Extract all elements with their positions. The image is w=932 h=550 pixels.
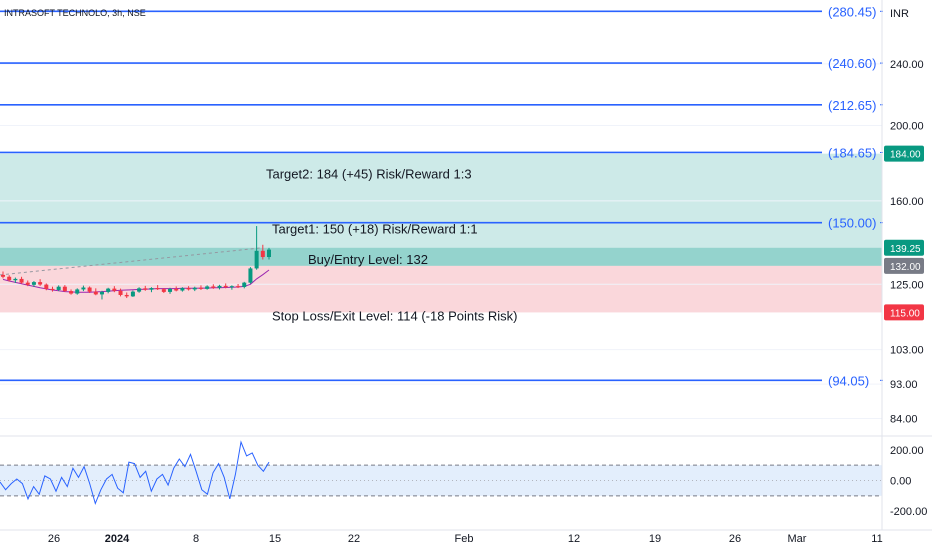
annotation-1: Target1: 150 (+18) Risk/Reward 1:1 — [272, 221, 478, 236]
candle-body-38 — [236, 286, 241, 288]
candle-body-10 — [62, 286, 67, 292]
candle-body-18 — [112, 288, 117, 291]
candle-body-3 — [19, 278, 24, 283]
annotation-0: Target2: 184 (+45) Risk/Reward 1:3 — [266, 166, 472, 181]
oscillator-tick-1: 0.00 — [890, 476, 911, 488]
level-label-4: (150.00) — [828, 216, 876, 231]
candle-body-14 — [87, 287, 92, 292]
candle-body-9 — [56, 286, 61, 290]
candle-body-28 — [174, 288, 179, 291]
price-tag-3 — [884, 304, 924, 321]
candle-body-26 — [161, 289, 166, 292]
trendline — [0, 247, 263, 276]
oscillator-layer: 200.00 0.00 -200.00 — [0, 435, 932, 518]
time-tick-3: 15 — [269, 533, 281, 545]
candle-body-34 — [211, 286, 216, 288]
candle-body-15 — [93, 291, 98, 295]
price-tag-label-2: 132.00 — [890, 262, 921, 273]
candle-body-30 — [186, 288, 191, 290]
price-tag-label-3: 115.00 — [890, 308, 920, 319]
candle-body-41 — [254, 250, 259, 269]
level-label-1: (240.60) — [828, 56, 876, 71]
candle-body-32 — [198, 287, 203, 289]
price-tag-2 — [884, 257, 924, 274]
candle-body-22 — [137, 288, 142, 292]
candle-body-24 — [149, 288, 154, 290]
time-tick-2: 8 — [193, 533, 199, 545]
levels-layer: (280.45) (240.60) (212.65) (184.65) (150.00)… — [0, 4, 883, 388]
candle-body-23 — [143, 288, 148, 290]
current-price-band — [0, 247, 882, 266]
oscillator-line — [0, 440, 270, 506]
candle-body-27 — [168, 288, 173, 292]
time-tick-0: 26 — [48, 533, 60, 545]
candle-body-40 — [248, 268, 253, 283]
candle-body-8 — [50, 288, 55, 290]
time-tick-8: 26 — [729, 533, 741, 545]
candle-body-42 — [260, 250, 265, 258]
candle-body-29 — [180, 288, 185, 291]
candle-body-20 — [124, 294, 129, 297]
currency-label[interactable]: INR — [890, 8, 909, 20]
annotations-layer: Target2: 184 (+45) Risk/Reward 1:3 Target… — [266, 166, 517, 323]
annotation-3: Stop Loss/Exit Level: 114 (-18 Points Ri… — [272, 309, 517, 324]
oscillator-tick-0: 200.00 — [890, 445, 924, 457]
time-tick-6: 12 — [568, 533, 580, 545]
time-tick-5: Feb — [455, 533, 474, 545]
candle-body-0 — [1, 274, 5, 277]
price-tick-2: 160.00 — [890, 196, 924, 208]
level-label-3: (184.65) — [828, 145, 876, 160]
price-tick-0: 240.00 — [890, 59, 924, 71]
grid-layer — [0, 63, 882, 420]
candle-body-4 — [25, 282, 30, 285]
stop-zone — [0, 265, 882, 313]
candle-body-6 — [38, 282, 43, 285]
time-tick-1: 2024 — [105, 533, 130, 545]
candle-body-5 — [31, 282, 36, 285]
oscillator-tick-2: -200.00 — [890, 506, 927, 518]
price-tag-label-1: 139.25 — [890, 244, 921, 255]
candles-layer — [0, 226, 271, 300]
time-tick-10: 11 — [871, 533, 882, 545]
candle-body-19 — [118, 290, 123, 295]
level-label-0: (280.45) — [828, 4, 876, 19]
candle-body-25 — [155, 288, 160, 290]
level-label-5: (94.05) — [828, 373, 869, 388]
candle-body-12 — [75, 289, 80, 294]
time-tick-7: 19 — [649, 533, 661, 545]
moving-average-line — [2, 269, 270, 293]
candle-body-39 — [242, 282, 247, 287]
price-tick-3: 125.00 — [890, 279, 924, 291]
time-tick-4: 22 — [348, 533, 360, 545]
annotation-2: Buy/Entry Level: 132 — [308, 252, 428, 267]
candle-body-11 — [69, 291, 74, 294]
candle-body-21 — [130, 291, 135, 297]
candle-body-37 — [229, 286, 234, 288]
price-tick-5: 93.00 — [890, 379, 918, 391]
candle-body-1 — [7, 276, 12, 281]
price-tag-1 — [884, 239, 924, 256]
ticker-label: INTRASOFT TECHNOLO, 3h, NSE — [4, 8, 146, 18]
price-tick-6: 84.00 — [890, 414, 918, 426]
candle-body-33 — [205, 286, 210, 289]
level-label-2: (212.65) — [828, 98, 876, 113]
candle-body-36 — [223, 285, 228, 288]
price-tag-0 — [884, 145, 924, 162]
price-tick-1: 200.00 — [890, 121, 924, 133]
candle-body-2 — [13, 278, 18, 281]
candle-body-7 — [44, 284, 49, 289]
candle-body-31 — [192, 287, 197, 290]
candle-body-13 — [81, 287, 86, 290]
candle-body-16 — [99, 291, 104, 295]
target-zone — [0, 153, 882, 266]
candle-body-43 — [267, 249, 271, 258]
price-tick-4: 103.00 — [890, 345, 924, 357]
candle-body-17 — [106, 288, 111, 292]
time-tick-9: Mar — [788, 533, 807, 545]
candle-body-35 — [217, 285, 222, 288]
price-tag-label-0: 184.00 — [890, 150, 921, 161]
